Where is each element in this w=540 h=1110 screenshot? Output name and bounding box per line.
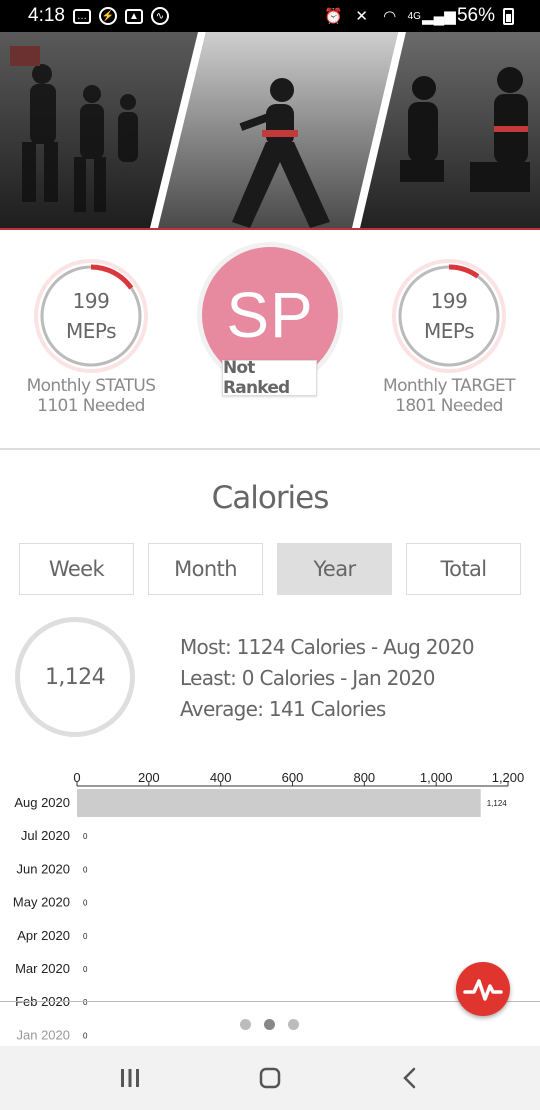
page-dot-3[interactable]: [288, 1019, 299, 1030]
calories-total-ring: 1,124: [15, 617, 135, 737]
target-ring-graphic: [392, 259, 506, 373]
alarm-icon: ⏰: [324, 8, 343, 25]
page-dot-2[interactable]: [264, 1019, 275, 1030]
stats-panel: 199 MEPs Monthly STATUS 1101 Needed SP N…: [0, 230, 540, 450]
page-dot-1[interactable]: [240, 1019, 251, 1030]
calories-title: Calories: [211, 480, 330, 516]
x-tick-label: 200: [138, 770, 160, 785]
target-meps-value: 199: [430, 289, 468, 313]
category-label: Mar 2020: [15, 961, 70, 976]
recent-apps-icon: [121, 1069, 139, 1087]
section-divider: [0, 448, 540, 450]
calories-least: Least: 0 Calories - Jan 2020: [180, 666, 435, 690]
hero-photo-collage: [0, 32, 540, 228]
category-label: May 2020: [13, 895, 70, 910]
activity-fab-button[interactable]: [456, 962, 510, 1016]
message-icon: …: [72, 8, 91, 24]
bar: [77, 789, 481, 817]
home-button[interactable]: [245, 1058, 295, 1098]
bar-value-label: 0: [83, 899, 88, 908]
gallery-icon: ▲: [124, 8, 143, 24]
status-meps-unit: MEPs: [65, 319, 117, 343]
battery-icon: [503, 7, 514, 25]
status-caption: Monthly STATUS 1101 Needed: [1, 376, 181, 416]
recent-apps-button[interactable]: [105, 1058, 155, 1098]
battery-percent: 56%: [456, 5, 495, 26]
category-label: Jun 2020: [17, 861, 71, 876]
tab-year[interactable]: Year: [277, 543, 392, 595]
pager-divider: [0, 1001, 540, 1002]
back-icon: [403, 1067, 416, 1089]
period-tabs: Week Month Year Total: [19, 543, 521, 595]
calories-bar-chart: 0 200 400 600 800 1,000 1,200 Aug 2020 1,124 Jul …: [0, 765, 540, 1045]
calories-average: Average: 141 Calories: [180, 697, 386, 721]
mute-icon: ✕: [355, 8, 368, 25]
heartbeat-icon: [463, 979, 503, 1001]
bar-value-label: 0: [83, 998, 88, 1007]
network-type: 4G: [407, 10, 421, 22]
avatar-initials: SP: [226, 279, 314, 351]
bar-value-label: 0: [83, 832, 88, 841]
target-meps-unit: MEPs: [423, 319, 475, 343]
tab-month[interactable]: Month: [148, 543, 263, 595]
target-caption-title: Monthly TARGET: [383, 376, 515, 396]
x-tick-label: 800: [353, 770, 375, 785]
status-caption-needed: 1101 Needed: [37, 396, 145, 416]
x-tick-label: 1,000: [420, 770, 453, 785]
bar-value-label: 0: [83, 965, 88, 974]
target-caption-needed: 1801 Needed: [395, 396, 503, 416]
signal-icon: ▂▄▆: [422, 8, 456, 25]
status-ring-graphic: [34, 259, 148, 373]
calories-chart-svg: 0 200 400 600 800 1,000 1,200 Aug 2020 1,124 Jul …: [13, 770, 525, 1042]
calories-total-value: 1,124: [45, 664, 106, 690]
x-tick-label: 0: [73, 770, 80, 785]
hero-banner: [0, 32, 540, 228]
back-button[interactable]: [385, 1058, 435, 1098]
status-caption-title: Monthly STATUS: [26, 376, 156, 396]
tab-week[interactable]: Week: [19, 543, 134, 595]
wifi-icon: ◠: [383, 8, 397, 25]
x-tick-label: 600: [282, 770, 304, 785]
status-meps-value: 199: [72, 289, 110, 313]
page-indicator: [240, 1019, 299, 1030]
bar-value-label: 0: [83, 865, 88, 874]
category-label: Jul 2020: [21, 828, 70, 843]
target-caption: Monthly TARGET 1801 Needed: [359, 376, 539, 416]
bar-value-label: 0: [83, 1031, 88, 1040]
category-label: Aug 2020: [14, 795, 70, 810]
target-meps-ring[interactable]: 199 MEPs: [391, 258, 507, 374]
status-bar: 4:18 … ⚡ ▲ ∿ ⏰ ✕ ◠ 4G ▂▄▆ 56%: [0, 0, 540, 32]
bar-value-label: 1,124: [487, 799, 508, 808]
rank-badge: Not Ranked: [222, 358, 317, 398]
clock: 4:18: [28, 5, 65, 26]
tab-total[interactable]: Total: [406, 543, 521, 595]
hero-accent-line: [0, 228, 540, 230]
x-tick-label: 400: [210, 770, 232, 785]
home-icon: [259, 1067, 281, 1089]
x-tick-label: 1,200: [492, 770, 525, 785]
status-meps-ring[interactable]: 199 MEPs: [33, 258, 149, 374]
app-notification-icon: ∿: [150, 7, 169, 25]
avatar[interactable]: SP: [197, 242, 343, 388]
category-label: Jan 2020: [17, 1027, 71, 1042]
bar-value-label: 0: [83, 932, 88, 941]
calories-most: Most: 1124 Calories - Aug 2020: [180, 635, 475, 659]
calories-summary: Most: 1124 Calories - Aug 2020 Least: 0 …: [180, 632, 475, 725]
category-label: Apr 2020: [17, 928, 70, 943]
system-nav-bar: [0, 1046, 540, 1110]
messenger-icon: ⚡: [98, 7, 117, 25]
